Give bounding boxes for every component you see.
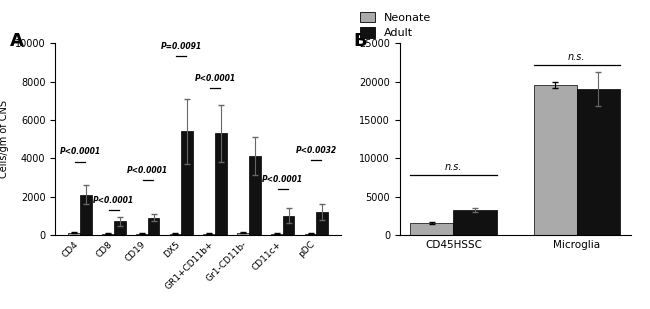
Bar: [271, 234, 283, 235]
Text: P<0.0032: P<0.0032: [296, 146, 337, 155]
Bar: [534, 85, 577, 235]
Bar: [80, 195, 92, 235]
Bar: [317, 212, 328, 235]
Text: P<0.0001: P<0.0001: [127, 167, 168, 176]
Bar: [305, 234, 317, 235]
Bar: [283, 216, 294, 235]
Bar: [170, 234, 181, 235]
Bar: [577, 89, 620, 235]
Bar: [454, 210, 497, 235]
Text: P=0.0091: P=0.0091: [161, 42, 202, 51]
Text: B: B: [354, 32, 367, 50]
Text: P<0.0001: P<0.0001: [194, 74, 236, 83]
Text: n.s.: n.s.: [568, 53, 586, 62]
Text: P<0.0001: P<0.0001: [60, 147, 101, 156]
Bar: [68, 233, 80, 235]
Bar: [148, 218, 159, 235]
Bar: [215, 133, 227, 235]
Bar: [237, 233, 249, 235]
Bar: [181, 131, 193, 235]
Y-axis label: Cells/gm of CNS: Cells/gm of CNS: [0, 100, 9, 178]
Bar: [102, 234, 114, 235]
Text: P<0.0001: P<0.0001: [262, 175, 304, 184]
Text: n.s.: n.s.: [445, 162, 462, 172]
Bar: [410, 223, 454, 235]
Bar: [249, 156, 261, 235]
Legend: Neonate, Adult: Neonate, Adult: [360, 12, 432, 38]
Text: A: A: [10, 32, 23, 50]
Bar: [114, 222, 125, 235]
Text: P<0.0001: P<0.0001: [93, 196, 135, 205]
Bar: [203, 234, 215, 235]
Bar: [136, 234, 148, 235]
